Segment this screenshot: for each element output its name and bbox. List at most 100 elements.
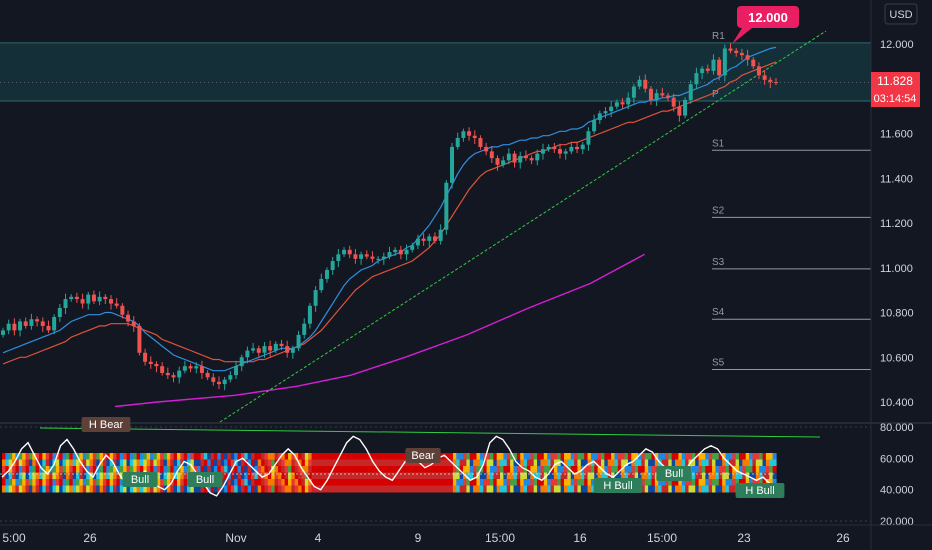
candle-body (398, 249, 403, 255)
heatmap-cell (22, 453, 27, 460)
heatmap-cell (109, 479, 114, 486)
heatmap-cell (32, 453, 37, 460)
heatmap-cell (479, 485, 484, 493)
heatmap-cell (180, 466, 185, 473)
heatmap-cell (160, 453, 165, 460)
heatmap-cell (732, 453, 737, 460)
heatmap-cell (102, 479, 107, 486)
heatmap-cell (557, 466, 562, 473)
heatmap-cell (597, 459, 602, 467)
candle-body (455, 137, 460, 147)
heatmap-cell (415, 472, 420, 480)
osc-tick-label: 80.000 (880, 422, 914, 434)
heatmap-cell (318, 466, 323, 473)
candle-body (182, 366, 187, 371)
heatmap-cell (15, 485, 20, 493)
heatmap-cell (237, 453, 242, 460)
heatmap-cell (298, 479, 303, 486)
heatmap-cell (301, 459, 306, 467)
heatmap-cell (277, 466, 282, 473)
heatmap-cell (129, 453, 134, 460)
heatmap-cell (701, 479, 706, 486)
heatmap-cell (294, 485, 299, 493)
heatmap-cell (738, 459, 743, 467)
heatmap-cell (32, 472, 37, 480)
heatmap-cell (187, 453, 192, 460)
heatmap-cell (314, 459, 319, 467)
heatmap-cell (52, 453, 57, 460)
heatmap-cell (681, 479, 686, 486)
heatmap-cell (415, 466, 420, 473)
heatmap-cell (530, 459, 535, 467)
heatmap-cell (705, 453, 710, 460)
heatmap-cell (432, 485, 437, 493)
candle-body (359, 254, 364, 259)
candle-body (336, 254, 341, 262)
heatmap-cell (160, 479, 165, 486)
heatmap-cell (5, 485, 10, 493)
heatmap-cell (288, 485, 293, 493)
heatmap-cell (133, 459, 138, 467)
heatmap-cell (79, 479, 84, 486)
heatmap-cell (409, 466, 414, 473)
heatmap-cell (28, 466, 33, 473)
heatmap-cell (395, 453, 400, 460)
heatmap-cell (500, 485, 505, 493)
heatmap-cell (678, 459, 683, 467)
heatmap-cell (698, 459, 703, 467)
heatmap-cell (765, 466, 770, 473)
heatmap-cell (577, 453, 582, 460)
heatmap-cell (368, 466, 373, 473)
price-highlight-label: 12.000 (748, 10, 788, 25)
candle-body (609, 106, 614, 112)
heatmap-cell (570, 479, 575, 486)
heatmap-cell (392, 453, 397, 460)
heatmap-cell (392, 459, 397, 467)
heatmap-cell (442, 466, 447, 473)
countdown-label: 03:14:54 (874, 93, 917, 105)
heatmap-cell (2, 459, 6, 467)
heatmap-cell (607, 453, 612, 460)
heatmap-cell (163, 453, 168, 460)
heatmap-cell (261, 466, 266, 473)
heatmap-cell (210, 466, 215, 473)
heatmap-cell (651, 485, 656, 493)
heatmap-cell (769, 466, 774, 473)
heatmap-cell (641, 466, 646, 473)
heatmap-cell (503, 479, 508, 486)
heatmap-cell (513, 479, 518, 486)
heatmap-cell (405, 466, 410, 473)
heatmap-cell (251, 459, 255, 467)
heatmap-cell (382, 459, 387, 467)
heatmap-cell (281, 459, 286, 467)
candle-body (313, 290, 318, 306)
heatmap-cell (678, 485, 683, 493)
currency-button[interactable]: USD (884, 3, 918, 25)
heatmap-cell (378, 479, 383, 486)
heatmap-cell (298, 453, 303, 460)
heatmap-cell (389, 472, 393, 480)
heatmap-cell (281, 485, 286, 493)
heatmap-cell (244, 453, 249, 460)
heatmap-cell (574, 479, 579, 486)
heatmap-cell (163, 472, 168, 480)
heatmap-cell (489, 485, 494, 493)
heatmap-cell (597, 453, 602, 460)
heatmap-cell (654, 453, 659, 460)
heatmap-cell (318, 459, 323, 467)
heatmap-cell (301, 453, 306, 460)
heatmap-cell (12, 472, 17, 480)
heatmap-cell (102, 472, 107, 480)
heatmap-cell (372, 485, 377, 493)
candle-body (751, 59, 756, 67)
heatmap-cell (752, 472, 757, 480)
heatmap-cell (419, 466, 424, 473)
heatmap-cell (580, 472, 585, 480)
heatmap-cell (133, 485, 138, 493)
heatmap-cell (611, 466, 616, 473)
heatmap-cell (500, 453, 505, 460)
heatmap-cell (590, 453, 595, 460)
heatmap-cell (604, 459, 609, 467)
heatmap-cell (96, 466, 101, 473)
